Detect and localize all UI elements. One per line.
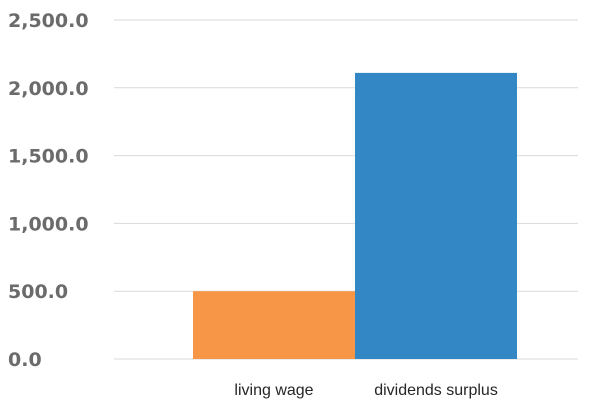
bar-dividends-surplus — [355, 72, 517, 359]
x-tick-label: living wage — [234, 382, 313, 399]
y-tick-label: 0.0 — [8, 349, 42, 371]
y-tick-label: 500.0 — [8, 281, 68, 303]
x-tick-label: dividends surplus — [374, 382, 498, 399]
x-axis-tick-labels: living wage dividends surplus — [234, 382, 497, 399]
bar-living-wage — [193, 291, 355, 359]
y-tick-label: 2,500.0 — [8, 10, 89, 32]
bars — [193, 72, 517, 359]
y-tick-label: 1,000.0 — [8, 213, 89, 235]
y-tick-label: 1,500.0 — [8, 146, 89, 168]
y-axis-tick-labels: 0.0 500.0 1,000.0 1,500.0 2,000.0 2,500.0 — [8, 10, 89, 371]
y-tick-label: 2,000.0 — [8, 78, 89, 100]
